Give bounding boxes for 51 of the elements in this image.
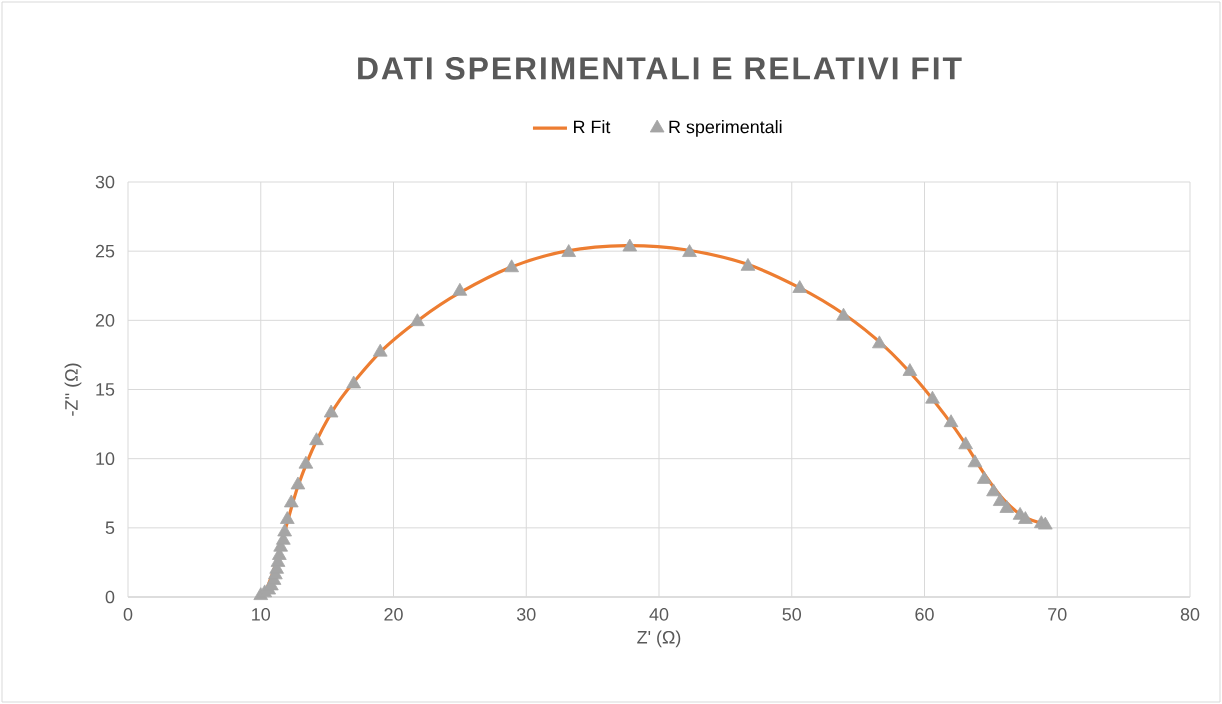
point xyxy=(992,493,1008,506)
y-tick-label: 5 xyxy=(105,521,115,535)
x-tick-label: 70 xyxy=(1048,608,1067,621)
x-tick-label: 60 xyxy=(915,608,934,621)
point xyxy=(283,494,299,508)
x-tick-label: 30 xyxy=(516,608,536,621)
point xyxy=(925,390,940,404)
point xyxy=(872,335,887,349)
point xyxy=(976,471,992,484)
y-tick-label: 25 xyxy=(95,244,115,258)
x-tick-label: 40 xyxy=(649,608,669,621)
point xyxy=(1038,516,1053,530)
x-tick-label: 10 xyxy=(252,608,271,621)
y-tick-label: 0 xyxy=(105,590,115,604)
point xyxy=(622,238,638,252)
point xyxy=(958,436,973,450)
point xyxy=(1018,511,1033,524)
point xyxy=(298,455,314,469)
point xyxy=(902,363,918,376)
point xyxy=(836,307,851,321)
point xyxy=(740,258,756,271)
point xyxy=(967,454,983,468)
point xyxy=(504,259,519,273)
point xyxy=(561,244,577,257)
point xyxy=(452,282,468,296)
point xyxy=(792,280,808,293)
point xyxy=(346,375,361,389)
x-axis-title: Z' (Ω) xyxy=(637,630,681,648)
point xyxy=(372,343,388,357)
point xyxy=(682,244,697,257)
point xyxy=(986,483,1001,497)
y-axis-title: -Z'' (Ω) xyxy=(64,363,82,416)
point xyxy=(323,404,339,418)
y-tick-label: 15 xyxy=(96,383,115,396)
chart-title: DATI SPERIMENTALI E RELATIVI FIT xyxy=(358,57,962,80)
point xyxy=(999,500,1015,513)
x-tick-label: 50 xyxy=(782,608,802,621)
point xyxy=(410,313,425,327)
point xyxy=(280,511,295,524)
legend-label: R Fit xyxy=(574,120,611,134)
y-tick-label: 10 xyxy=(96,452,115,466)
point xyxy=(309,432,324,446)
y-tick-label: 30 xyxy=(95,175,115,189)
x-tick-label: 20 xyxy=(384,608,403,621)
point xyxy=(277,523,292,537)
x-tick-label: 80 xyxy=(1180,608,1200,621)
x-tick-label: 0 xyxy=(123,608,133,621)
point xyxy=(943,414,959,428)
y-tick-label: 20 xyxy=(95,313,115,327)
legend-label: R sperimentali xyxy=(669,120,782,137)
point xyxy=(290,476,306,490)
